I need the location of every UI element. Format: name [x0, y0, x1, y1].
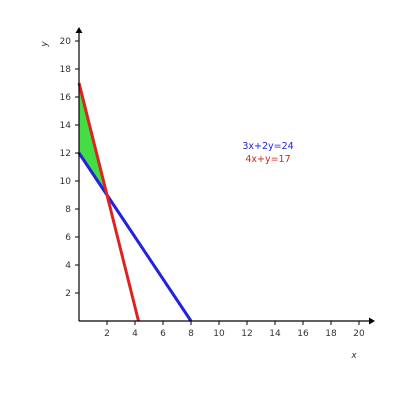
x-tick-label-18: 18	[325, 329, 337, 339]
legend: 3x+2y=24 4x+y=17	[242, 141, 293, 165]
x-tick-label-16: 16	[297, 329, 309, 339]
y-tick-label-14: 14	[60, 121, 72, 131]
y-tick-label-4: 4	[65, 261, 71, 271]
series-line-2	[77, 82, 140, 322]
axes-layer	[75, 27, 375, 325]
y-axis-label: y	[40, 41, 50, 48]
y-tick-label-20: 20	[60, 37, 72, 47]
x-tick-label-12: 12	[241, 329, 252, 339]
x-axis-arrow	[369, 317, 375, 325]
legend-entry-series-2: 4x+y=17	[245, 154, 290, 165]
y-tick-label-10: 10	[60, 177, 72, 187]
ticks-layer: 2 4 6 8 10 12 14 16 18 20 2 4 6 8 10 12 14 16 18 20	[60, 37, 365, 339]
y-tick-label-12: 12	[60, 149, 71, 159]
y-tick-label-2: 2	[65, 289, 71, 299]
x-axis-label: x	[350, 351, 357, 361]
y-tick-label-16: 16	[60, 93, 72, 103]
series-layer	[77, 82, 193, 322]
legend-entry-series-1: 3x+2y=24	[242, 141, 293, 152]
x-tick-label-8: 8	[188, 329, 194, 339]
x-tick-label-20: 20	[353, 329, 365, 339]
series-line-1	[77, 152, 193, 322]
x-tick-label-14: 14	[269, 329, 281, 339]
y-tick-label-8: 8	[65, 205, 71, 215]
y-tick-label-18: 18	[60, 65, 72, 75]
y-tick-label-6: 6	[65, 233, 71, 243]
x-tick-label-6: 6	[160, 329, 166, 339]
x-tick-label-2: 2	[104, 329, 110, 339]
x-tick-label-10: 10	[213, 329, 225, 339]
y-axis-arrow	[75, 27, 83, 33]
x-tick-label-4: 4	[132, 329, 138, 339]
